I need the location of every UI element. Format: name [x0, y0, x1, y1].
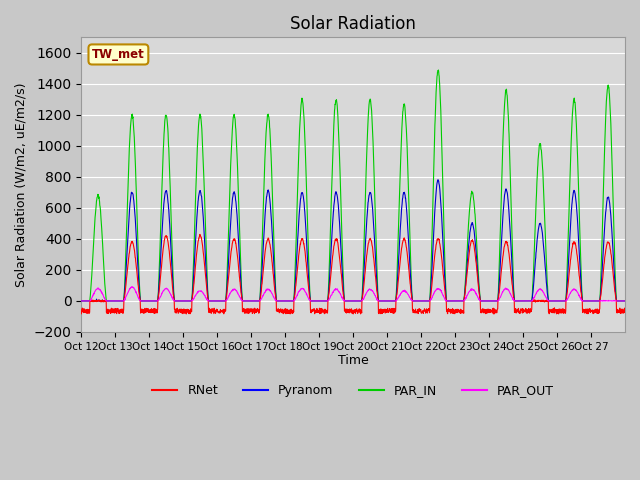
Y-axis label: Solar Radiation (W/m2, uE/m2/s): Solar Radiation (W/m2, uE/m2/s) — [15, 83, 28, 287]
X-axis label: Time: Time — [338, 354, 369, 368]
Legend: RNet, Pyranom, PAR_IN, PAR_OUT: RNet, Pyranom, PAR_IN, PAR_OUT — [147, 379, 559, 402]
Text: TW_met: TW_met — [92, 48, 145, 61]
Title: Solar Radiation: Solar Radiation — [290, 15, 416, 33]
